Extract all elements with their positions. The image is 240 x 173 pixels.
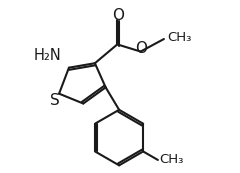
- Text: CH₃: CH₃: [168, 31, 192, 44]
- Text: H₂N: H₂N: [34, 48, 62, 63]
- Text: CH₃: CH₃: [160, 153, 184, 166]
- Text: O: O: [112, 8, 124, 23]
- Text: O: O: [136, 41, 148, 56]
- Text: S: S: [50, 93, 60, 108]
